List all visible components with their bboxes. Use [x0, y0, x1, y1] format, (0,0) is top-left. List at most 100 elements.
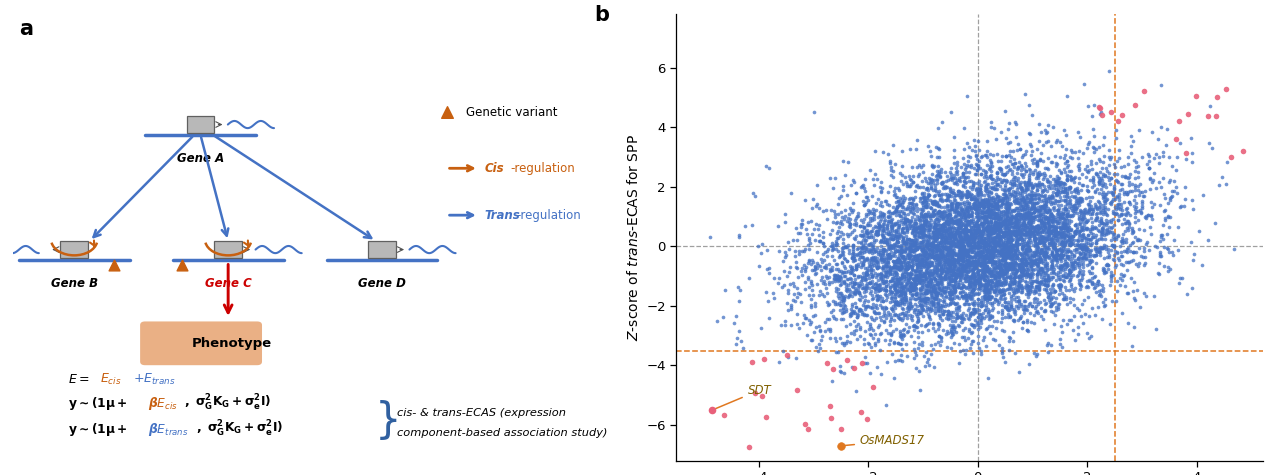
- Point: [985, 258, 1005, 266]
- Point: [884, 232, 905, 240]
- Point: [801, 303, 821, 311]
- Point: [1181, 149, 1202, 156]
- Point: [817, 247, 838, 255]
- Point: [954, 257, 975, 265]
- Point: [855, 281, 876, 289]
- Point: [952, 260, 972, 267]
- Point: [895, 265, 915, 273]
- Point: [1036, 219, 1056, 227]
- Point: [1038, 218, 1058, 225]
- Point: [843, 245, 863, 252]
- Point: [1061, 236, 1081, 244]
- Point: [943, 249, 963, 257]
- Point: [938, 248, 958, 256]
- Point: [1029, 285, 1049, 293]
- Point: [730, 233, 750, 241]
- Point: [1066, 228, 1086, 235]
- Point: [972, 222, 992, 229]
- Point: [1038, 221, 1058, 228]
- Point: [981, 207, 1001, 215]
- Point: [989, 246, 1009, 254]
- Point: [975, 245, 995, 253]
- Point: [791, 298, 811, 306]
- Point: [1019, 179, 1039, 186]
- Point: [887, 233, 907, 240]
- Point: [1046, 218, 1066, 225]
- Point: [1019, 245, 1039, 252]
- Point: [997, 208, 1018, 215]
- Point: [898, 251, 919, 258]
- Point: [952, 264, 972, 272]
- Point: [919, 223, 939, 231]
- Point: [845, 262, 865, 270]
- Point: [1016, 213, 1037, 221]
- Point: [939, 210, 959, 218]
- Point: [957, 193, 977, 201]
- Point: [952, 196, 972, 203]
- Point: [1006, 268, 1027, 276]
- Point: [991, 282, 1011, 289]
- Point: [886, 311, 906, 319]
- Point: [1009, 228, 1029, 236]
- Point: [994, 290, 1014, 297]
- Point: [873, 310, 893, 317]
- Point: [907, 253, 928, 261]
- Point: [849, 306, 869, 314]
- Point: [983, 270, 1004, 278]
- Point: [945, 202, 966, 210]
- Point: [868, 284, 888, 292]
- Point: [877, 258, 897, 266]
- Point: [1070, 244, 1090, 252]
- Point: [972, 200, 992, 208]
- Point: [931, 230, 952, 238]
- Point: [1008, 234, 1028, 242]
- Point: [1011, 184, 1032, 191]
- Point: [904, 321, 924, 328]
- Point: [921, 249, 942, 256]
- Point: [1081, 269, 1101, 277]
- Point: [1032, 227, 1052, 235]
- Point: [1049, 193, 1070, 200]
- Point: [944, 133, 964, 141]
- Point: [1075, 235, 1095, 242]
- Point: [1053, 210, 1074, 218]
- Point: [1014, 302, 1034, 309]
- Point: [1039, 227, 1060, 234]
- Point: [881, 252, 901, 260]
- Point: [884, 286, 905, 294]
- Point: [940, 232, 961, 240]
- Point: [953, 275, 973, 282]
- Point: [924, 206, 944, 214]
- Point: [977, 204, 997, 212]
- Point: [1001, 180, 1022, 187]
- Point: [934, 209, 954, 216]
- Point: [1006, 229, 1027, 237]
- Point: [1019, 260, 1039, 268]
- Point: [1121, 149, 1141, 157]
- Point: [742, 189, 763, 197]
- Point: [840, 330, 860, 337]
- Point: [1046, 232, 1066, 240]
- Point: [1020, 217, 1041, 225]
- Point: [994, 224, 1014, 232]
- Point: [1004, 279, 1024, 286]
- Point: [957, 235, 977, 242]
- Point: [1057, 272, 1077, 279]
- Point: [977, 231, 997, 239]
- Point: [1084, 144, 1104, 152]
- Point: [1067, 261, 1088, 269]
- Point: [841, 265, 862, 272]
- Point: [841, 292, 862, 300]
- Point: [935, 287, 956, 295]
- Point: [1053, 179, 1074, 186]
- Point: [1048, 301, 1068, 308]
- Point: [990, 249, 1010, 256]
- Point: [958, 189, 978, 197]
- Point: [1029, 253, 1049, 260]
- Point: [827, 228, 848, 235]
- Point: [1164, 178, 1184, 185]
- Point: [944, 276, 964, 284]
- Point: [1055, 227, 1075, 234]
- Point: [937, 196, 957, 204]
- Point: [1001, 234, 1022, 241]
